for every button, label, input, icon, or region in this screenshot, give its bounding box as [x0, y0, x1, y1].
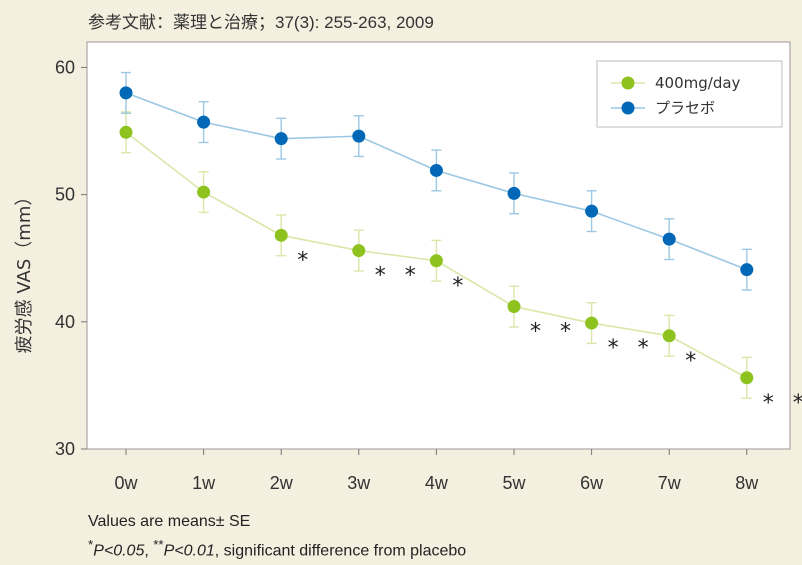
series-placebo-point [274, 132, 288, 146]
x-tick-label: 2w [270, 473, 294, 493]
series-400mg-point [740, 371, 754, 385]
series-placebo-point [119, 86, 133, 100]
y-tick-label: 40 [55, 312, 75, 332]
x-tick-label: 3w [347, 473, 371, 493]
reference-citation: 参考文献：薬理と治療；37(3): 255-263, 2009 [88, 13, 434, 32]
footnote-sig1-p: P<0.05 [93, 542, 145, 560]
series-400mg-point [197, 185, 211, 199]
y-tick-label: 30 [55, 439, 75, 459]
footnote-sig1-symbol: * [88, 537, 94, 552]
x-tick-label: 4w [425, 473, 449, 493]
footnote-significance: *P<0.05, **P<0.01, significant differenc… [88, 537, 466, 560]
series-placebo-point [585, 204, 599, 218]
significance-marker: * * [530, 320, 577, 345]
series-placebo-legend-marker [621, 101, 635, 115]
series-placebo-point [197, 115, 211, 129]
significance-marker: * * [608, 336, 655, 361]
x-tick-label: 5w [502, 473, 526, 493]
legend: 400mg/day プラセボ [596, 60, 783, 128]
footnote-sig2-symbol: ** [153, 537, 164, 552]
footnote-values: Values are means± SE [88, 513, 251, 530]
significance-marker: * [685, 349, 702, 374]
series-400mg-point [662, 329, 676, 343]
series-placebo-point [352, 129, 366, 143]
series-400mg-point [352, 244, 366, 258]
legend-box [596, 60, 783, 128]
series-placebo-point [507, 186, 521, 200]
series-placebo-group [119, 71, 754, 291]
significance-marker: * * [375, 264, 422, 289]
series-400mg-legend-label: 400mg/day [655, 74, 741, 92]
series-400mg-point [507, 300, 521, 314]
x-tick-label: 7w [658, 473, 682, 493]
series-400mg-legend-marker [621, 76, 635, 90]
x-tick-label: 8w [735, 473, 759, 493]
significance-marker: * [452, 274, 469, 299]
footnote-separator: , [144, 542, 154, 560]
footnote-sig-tail: , significant difference from placebo [214, 542, 467, 560]
y-tick-label: 50 [55, 185, 75, 205]
series-placebo-point [740, 263, 754, 277]
series-400mg-group: * * * * * * * * * * * [119, 111, 802, 416]
x-tick-label: 1w [192, 473, 216, 493]
footnote-sig2-p: P<0.01 [163, 542, 215, 560]
series-400mg-point [429, 254, 443, 268]
y-axis-label: 疲労感 VAS（mm） [14, 188, 35, 354]
series-placebo-point [662, 232, 676, 246]
series-400mg-point [119, 125, 133, 139]
significance-marker: * [297, 248, 314, 273]
y-tick-label: 60 [55, 57, 75, 77]
series-400mg-point [274, 228, 288, 242]
series-400mg-point [585, 316, 599, 330]
x-tick-label: 6w [580, 473, 604, 493]
x-tick-label: 0w [114, 473, 138, 493]
significance-marker: * * [763, 391, 802, 416]
fatigue-vas-chart: 30 40 50 60 0w 1w 2w 3w 4w 5w 6w 7w 8w 疲労感 VAS（mm） * * … [14, 41, 802, 493]
series-placebo-point [429, 163, 443, 177]
series-placebo-legend-label: プラセボ [655, 99, 715, 117]
